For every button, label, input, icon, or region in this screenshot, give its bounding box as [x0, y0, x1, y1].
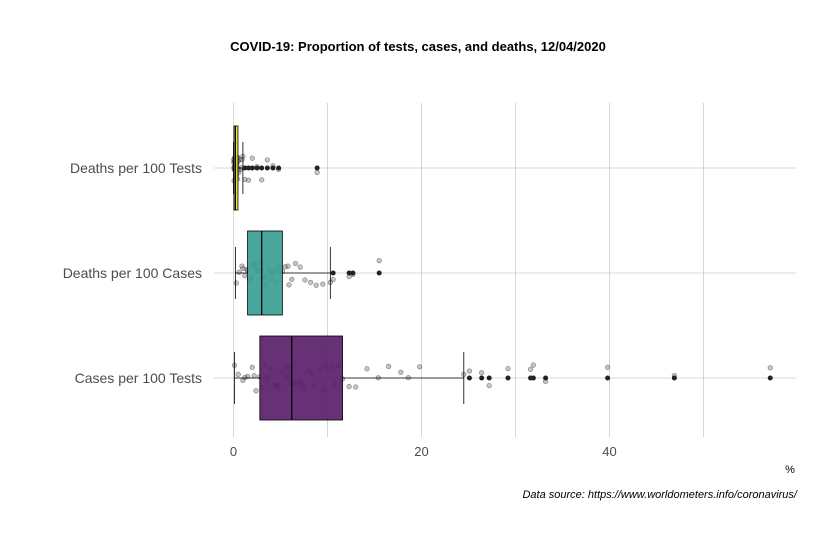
jitter-point [297, 264, 303, 270]
jitter-point [527, 366, 534, 372]
x-tick-labels: 0 20 40 [230, 444, 617, 459]
jitter-point [249, 155, 255, 161]
jitter-point [302, 277, 308, 283]
jitter-point [398, 369, 404, 375]
jitter-point [245, 177, 252, 183]
boxes [233, 125, 465, 421]
jitter-point [259, 177, 265, 183]
outlier-point [254, 165, 260, 171]
jitter-point [417, 364, 423, 370]
jitter-point [242, 176, 248, 183]
box [259, 335, 343, 421]
jitter-point [251, 373, 257, 379]
jitter-point [479, 370, 485, 376]
jitter-point [285, 263, 291, 269]
chart-title: COVID-19: Proportion of tests, cases, an… [230, 39, 606, 54]
outlier-point [376, 270, 382, 276]
jitter-point [313, 282, 319, 288]
grid-lines [214, 103, 796, 437]
outlier-point [767, 375, 773, 381]
outlier-point [530, 375, 536, 381]
category-label: Cases per 100 Tests [75, 370, 202, 386]
jitter-point [286, 282, 292, 288]
jitter-point [486, 382, 492, 389]
jitter-point [320, 281, 326, 287]
x-tick-label: 40 [602, 444, 616, 459]
jitter-point [386, 363, 392, 369]
jitter-point [353, 384, 359, 390]
outlier-point [259, 165, 265, 171]
outlier-point [270, 165, 276, 171]
outlier-point [479, 375, 485, 381]
outlier-point [276, 165, 282, 171]
jitter-point [253, 388, 259, 394]
box [247, 230, 283, 316]
jitter-point [233, 280, 239, 286]
jitter-point [530, 362, 536, 368]
jitter-point [505, 365, 511, 372]
jitter-point [236, 269, 242, 275]
data-source-caption: Data source: https://www.worldometers.in… [522, 489, 797, 501]
outlier-point [350, 270, 356, 276]
outlier-point [249, 165, 255, 171]
outlier-point [330, 270, 336, 276]
jitter-point [767, 365, 773, 371]
jitter-point [346, 383, 352, 390]
outlier-point [505, 375, 511, 381]
jitter-point [376, 258, 382, 264]
jitter-point [289, 276, 295, 282]
x-axis-title: % [785, 464, 795, 476]
category-labels: Deaths per 100 Tests Deaths per 100 Cases… [63, 160, 202, 386]
jitter-point [264, 157, 270, 163]
outlier-point [466, 375, 472, 381]
outlier-points [242, 165, 773, 381]
outlier-point [242, 165, 248, 171]
outlier-point [671, 375, 677, 381]
outlier-point [264, 165, 270, 171]
outlier-point [314, 165, 320, 171]
jitter-point [292, 260, 299, 267]
jitter-point [249, 364, 255, 370]
jitter-point [314, 169, 320, 176]
x-tick-label: 20 [414, 444, 428, 459]
outlier-point [346, 270, 352, 276]
jitter-point [605, 364, 611, 370]
category-label: Deaths per 100 Tests [70, 160, 202, 176]
x-tick-label: 0 [230, 444, 237, 459]
jitter-point [330, 276, 336, 283]
outlier-point [486, 375, 492, 381]
outlier-point [605, 375, 611, 381]
outlier-point [246, 165, 252, 171]
jitter-point [364, 366, 370, 372]
jitter-point [466, 368, 473, 374]
jitter-point [307, 279, 314, 285]
jitter-point [242, 374, 248, 381]
jitter-point [240, 265, 246, 272]
category-label: Deaths per 100 Cases [63, 265, 202, 281]
jitter-point [242, 273, 248, 279]
outlier-point [543, 375, 549, 381]
jitter-point [235, 371, 241, 377]
